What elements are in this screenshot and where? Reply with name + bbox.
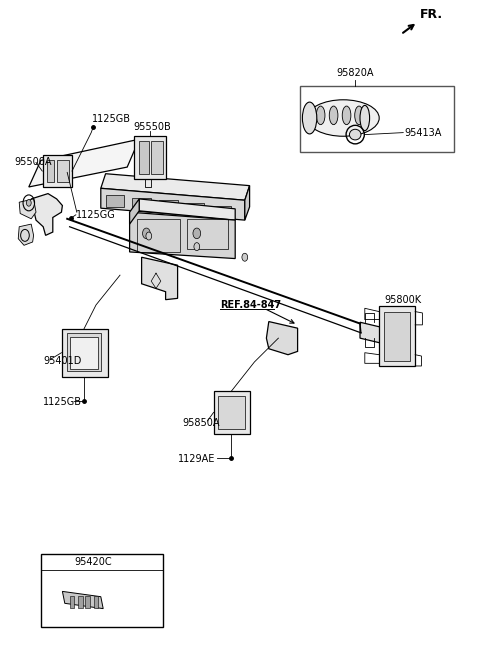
- Ellipse shape: [307, 100, 379, 137]
- FancyBboxPatch shape: [67, 333, 101, 371]
- Text: 95413A: 95413A: [405, 127, 442, 138]
- FancyBboxPatch shape: [94, 596, 98, 608]
- Bar: [132, 198, 151, 210]
- FancyBboxPatch shape: [70, 337, 98, 369]
- Polygon shape: [130, 212, 235, 259]
- Polygon shape: [139, 199, 235, 220]
- Ellipse shape: [349, 129, 361, 140]
- Polygon shape: [62, 591, 103, 609]
- Polygon shape: [142, 257, 178, 300]
- Text: 95820A: 95820A: [336, 68, 374, 78]
- Polygon shape: [31, 194, 62, 235]
- Text: FR.: FR.: [420, 8, 443, 21]
- FancyBboxPatch shape: [85, 596, 90, 608]
- FancyBboxPatch shape: [70, 596, 74, 608]
- Text: 1125GB: 1125GB: [92, 114, 131, 125]
- Ellipse shape: [360, 105, 370, 131]
- Bar: [159, 200, 178, 212]
- Polygon shape: [19, 199, 36, 219]
- Bar: [300, 86, 454, 152]
- Bar: [186, 203, 204, 215]
- Circle shape: [242, 253, 248, 261]
- Polygon shape: [18, 224, 34, 245]
- Polygon shape: [29, 139, 139, 187]
- FancyBboxPatch shape: [78, 596, 83, 608]
- Bar: [137, 219, 180, 252]
- Bar: [187, 219, 228, 249]
- Circle shape: [143, 228, 150, 239]
- Circle shape: [26, 200, 31, 206]
- Text: 1125GG: 1125GG: [76, 210, 116, 220]
- FancyBboxPatch shape: [62, 329, 108, 377]
- Text: 95850A: 95850A: [182, 418, 220, 428]
- FancyBboxPatch shape: [57, 160, 69, 182]
- Bar: [106, 195, 124, 207]
- Circle shape: [194, 243, 200, 251]
- FancyBboxPatch shape: [218, 396, 245, 429]
- FancyBboxPatch shape: [139, 141, 149, 174]
- Circle shape: [146, 232, 152, 240]
- Polygon shape: [245, 186, 250, 220]
- Ellipse shape: [302, 102, 317, 134]
- Text: 95800K: 95800K: [384, 294, 421, 305]
- Text: 95550B: 95550B: [133, 122, 171, 133]
- FancyBboxPatch shape: [43, 155, 72, 187]
- Ellipse shape: [316, 106, 325, 125]
- Polygon shape: [130, 199, 139, 224]
- Text: 95500A: 95500A: [14, 157, 52, 168]
- Bar: [213, 206, 231, 217]
- Ellipse shape: [329, 106, 338, 125]
- FancyBboxPatch shape: [151, 141, 163, 174]
- Text: 1129AE: 1129AE: [178, 453, 215, 464]
- Polygon shape: [266, 322, 298, 355]
- FancyBboxPatch shape: [379, 306, 415, 366]
- FancyBboxPatch shape: [47, 160, 54, 182]
- Text: 95401D: 95401D: [43, 355, 82, 366]
- Polygon shape: [101, 174, 250, 200]
- Circle shape: [193, 228, 201, 239]
- Ellipse shape: [355, 106, 363, 125]
- FancyBboxPatch shape: [214, 391, 250, 434]
- Text: 1125GB: 1125GB: [43, 396, 82, 407]
- Polygon shape: [360, 322, 394, 346]
- FancyBboxPatch shape: [134, 136, 166, 179]
- Text: 95420C: 95420C: [74, 557, 112, 568]
- FancyBboxPatch shape: [41, 554, 163, 627]
- Ellipse shape: [342, 106, 351, 125]
- Text: REF.84-847: REF.84-847: [220, 300, 281, 310]
- FancyBboxPatch shape: [384, 312, 410, 361]
- Polygon shape: [101, 188, 245, 220]
